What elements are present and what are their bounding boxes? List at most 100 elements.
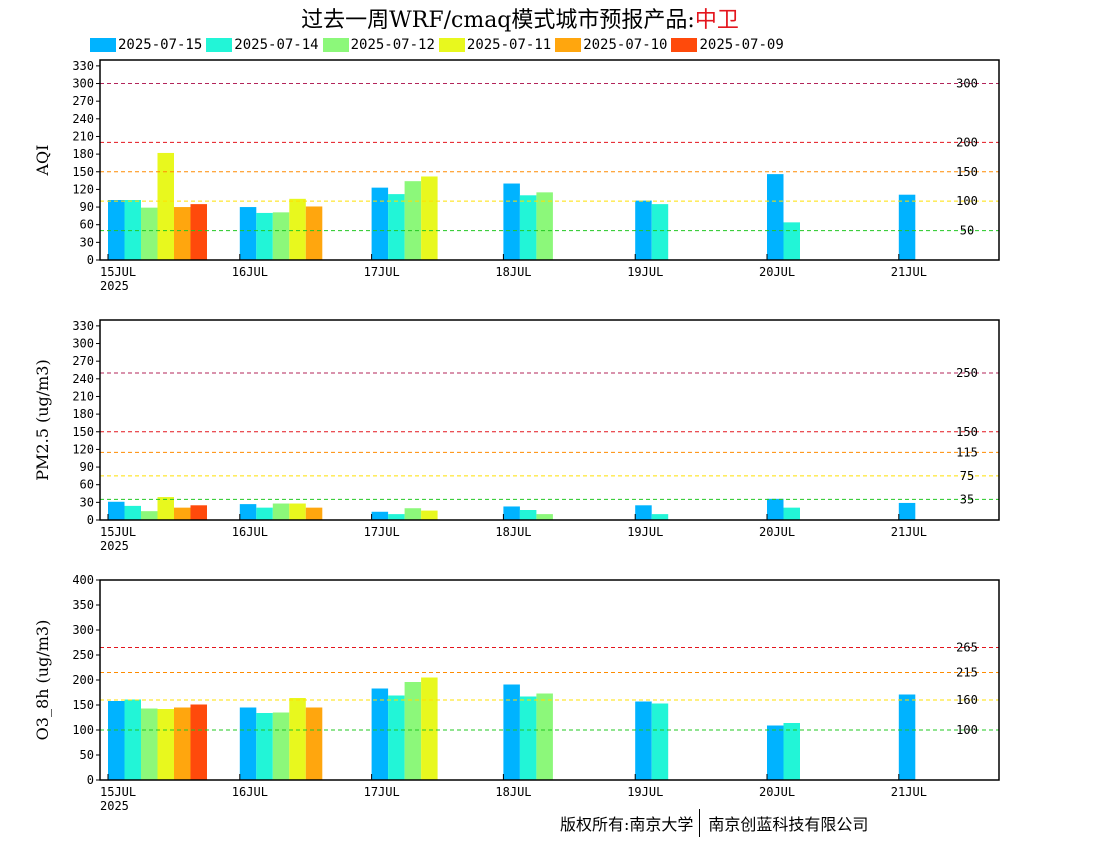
y-tick-label: 300 <box>72 337 94 351</box>
chart-panel: 300 200 150 100 50 0 30 60 90 120 150 180 210 240 270 3… <box>33 59 1000 293</box>
bar <box>174 207 191 260</box>
y-tick-label: 180 <box>72 147 94 161</box>
bar <box>190 204 207 260</box>
bar <box>651 204 669 260</box>
y-axis-label: AQI <box>33 145 52 177</box>
y-tick-label: 250 <box>72 648 94 662</box>
x-tick-label: 16JUL <box>232 265 268 279</box>
bar <box>157 709 174 780</box>
bar <box>519 510 537 520</box>
bar <box>272 712 290 780</box>
x-tick-label: 20JUL <box>759 785 795 799</box>
bar <box>124 505 141 520</box>
bar <box>503 684 520 780</box>
bar <box>239 707 257 780</box>
reference-line-label: 300 <box>956 77 978 91</box>
chart-panel: 250 150 115 75 35 0 30 60 90 120 150 180 210 240 270 30… <box>33 319 1000 553</box>
x-tick-label: 21JUL <box>891 525 927 539</box>
x-tick-label: 15JUL <box>100 265 136 279</box>
bar <box>519 195 537 260</box>
chart-panel: 265 215 160 100 0 50 100 150 200 250 300 350 400 15JU… <box>33 573 1000 813</box>
bar <box>124 200 141 260</box>
bar <box>108 501 125 520</box>
x-year-label: 2025 <box>100 799 129 813</box>
y-tick-label: 240 <box>72 112 94 126</box>
x-tick-label: 15JUL <box>100 785 136 799</box>
bar <box>783 723 800 780</box>
legend-label: 2025-07-09 <box>699 37 784 53</box>
bar <box>157 152 174 260</box>
y-tick-label: 60 <box>80 478 94 492</box>
x-tick-label: 21JUL <box>891 265 927 279</box>
bar <box>305 707 323 780</box>
bar <box>157 497 174 520</box>
bar <box>536 693 553 780</box>
y-tick-label: 330 <box>72 59 94 73</box>
y-tick-label: 0 <box>87 513 94 527</box>
bar <box>767 174 784 260</box>
reference-line-label: 150 <box>956 165 978 179</box>
legend-swatch <box>671 38 698 52</box>
bar <box>767 725 784 780</box>
y-tick-label: 240 <box>72 372 94 386</box>
bar <box>421 510 438 520</box>
y-tick-label: 120 <box>72 182 94 196</box>
x-tick-label: 18JUL <box>495 525 531 539</box>
y-tick-label: 210 <box>72 129 94 143</box>
legend-item: 2025-07-14 <box>206 37 319 53</box>
y-tick-label: 90 <box>80 200 94 214</box>
y-tick-label: 150 <box>72 698 94 712</box>
bar <box>289 503 306 520</box>
x-tick-label: 19JUL <box>627 265 663 279</box>
title-city: 中卫 <box>694 8 739 33</box>
bar <box>371 511 389 520</box>
bar <box>124 699 141 780</box>
bar <box>141 207 158 260</box>
x-tick-label: 17JUL <box>364 785 400 799</box>
bar <box>635 200 652 260</box>
bar <box>536 514 553 520</box>
bar <box>519 696 537 780</box>
copyright: 版权所有:南京大学 南京创蓝科技有限公司 <box>560 808 868 838</box>
bar <box>898 694 916 780</box>
reference-line-label: 250 <box>956 366 978 380</box>
bar <box>371 187 389 260</box>
bar <box>651 703 669 780</box>
y-tick-label: 100 <box>72 723 94 737</box>
bar <box>635 701 652 780</box>
bar <box>256 507 273 520</box>
x-tick-label: 17JUL <box>364 265 400 279</box>
y-tick-label: 0 <box>87 773 94 787</box>
y-tick-label: 270 <box>72 354 94 368</box>
x-tick-label: 16JUL <box>232 785 268 799</box>
legend-item: 2025-07-11 <box>438 37 551 53</box>
y-tick-label: 180 <box>72 407 94 421</box>
bar <box>898 502 916 520</box>
bar <box>305 507 323 520</box>
title-prefix: 过去一周WRF/cmaq模式城市预报产品: <box>301 8 695 33</box>
y-tick-label: 210 <box>72 389 94 403</box>
x-tick-label: 18JUL <box>495 785 531 799</box>
bar <box>174 707 191 780</box>
y-tick-label: 200 <box>72 673 94 687</box>
y-tick-label: 0 <box>87 253 94 267</box>
plot-frame <box>99 59 1000 261</box>
bar <box>174 507 191 520</box>
x-tick-label: 20JUL <box>759 525 795 539</box>
chart-title: 过去一周WRF/cmaq模式城市预报产品:中卫 <box>0 2 1040 34</box>
bar <box>635 505 652 520</box>
bar <box>421 677 438 780</box>
bar <box>190 505 207 520</box>
legend-swatch <box>206 38 233 52</box>
legend-item: 2025-07-10 <box>555 37 667 53</box>
bar <box>783 507 800 520</box>
legend-label: 2025-07-12 <box>350 37 435 53</box>
legend-swatch <box>438 38 465 52</box>
reference-line-label: 215 <box>956 666 978 680</box>
legend-swatch <box>555 38 582 52</box>
x-tick-label: 17JUL <box>364 525 400 539</box>
copyright-company: 南京创蓝科技有限公司 <box>708 815 869 834</box>
legend: 2025-07-15 2025-07-14 2025-07-12 2025-07-11… <box>90 35 788 55</box>
bar <box>141 511 158 520</box>
